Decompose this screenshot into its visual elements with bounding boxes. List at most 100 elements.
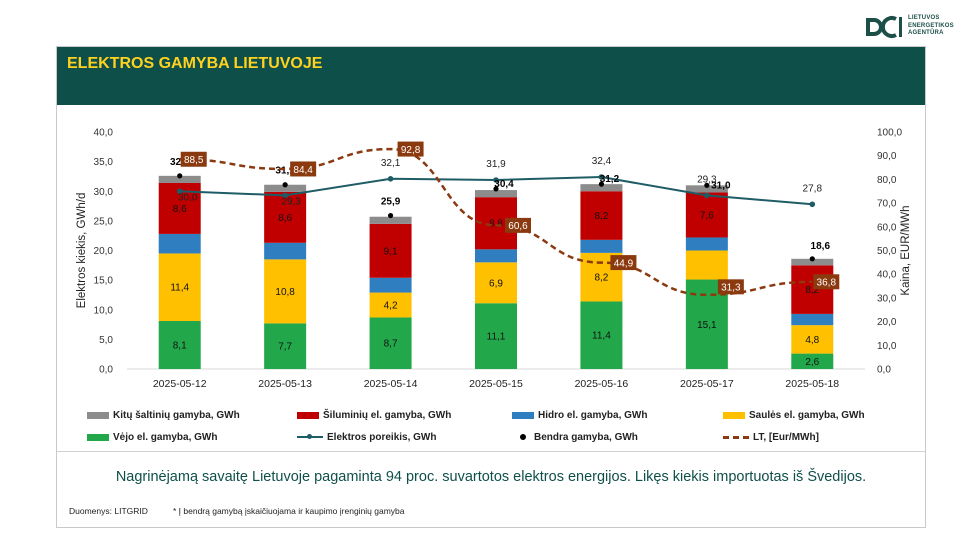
demand-point [809, 201, 816, 208]
y2-tick-label: 60,0 [877, 222, 897, 233]
bar-segment-1 [158, 321, 201, 369]
legend-price: LT, [Eur/MWh] [723, 431, 819, 445]
page-title: ELEKTROS GAMYBA LIETUVOJE [67, 55, 323, 72]
legend-total-swatch [520, 434, 526, 441]
price-data-label: 44,9 [614, 258, 634, 269]
logo-line-2: ENERGETIKOS [908, 22, 954, 29]
bar-data-label: 4,8 [805, 335, 819, 346]
y-tick-label: 20,0 [94, 246, 114, 257]
bar-data-label: 8,2 [805, 285, 819, 296]
bar-segment-2 [369, 292, 412, 318]
bar-segment-1 [369, 317, 412, 369]
bar-segment-1 [580, 301, 623, 369]
x-tick-label: 2025-05-13 [258, 378, 312, 390]
bar-segment-5 [475, 190, 517, 198]
bar-data-label: 7,6 [700, 210, 714, 221]
section-divider [57, 451, 925, 452]
legend-demand-label: Elektros poreikis, GWh [327, 432, 437, 443]
bar-segment-2 [685, 250, 728, 280]
demand-data-label: 32,1 [381, 158, 401, 169]
y2-tick-label: 50,0 [877, 246, 897, 257]
demand-point [387, 176, 394, 182]
total-point [493, 186, 499, 192]
price-label-box [505, 217, 531, 233]
title-banner: ELEKTROS GAMYBA LIETUVOJE [57, 47, 925, 105]
price-data-label: 92,8 [401, 145, 421, 156]
total-point [809, 256, 815, 262]
y-tick-label: 15,0 [94, 276, 114, 287]
legend-wind-swatch [87, 433, 109, 441]
bar-segment-2 [475, 262, 517, 304]
legend-thermal: Šiluminių el. gamyba, GWh [297, 409, 451, 423]
bar-data-label: 2,6 [805, 357, 819, 368]
bar-segment-2 [791, 325, 834, 354]
legend-price-label: LT, [Eur/MWh] [753, 432, 819, 443]
chart-legend: Kitų šaltinių gamyba, GWh Šiluminių el. … [87, 409, 907, 449]
y2-tick-label: 100,0 [877, 128, 902, 139]
legend-solar-label: Saulės el. gamyba, GWh [749, 410, 865, 421]
legend-total-label: Bendra gamyba, GWh [534, 432, 638, 443]
legend-thermal-label: Šiluminių el. gamyba, GWh [323, 410, 452, 421]
total-point [598, 181, 605, 187]
y2-tick-label: 30,0 [877, 293, 897, 304]
demand-point [704, 192, 710, 199]
y2-tick-label: 70,0 [877, 199, 897, 210]
legend-hydro: Hidro el. gamyba, GWh [512, 409, 647, 423]
y2-tick-label: 10,0 [877, 341, 897, 352]
bar-segment-1 [264, 323, 307, 369]
y-tick-label: 25,0 [94, 216, 114, 227]
price-label-box [290, 161, 317, 177]
demand-point [598, 174, 605, 180]
bar-segment-5 [685, 185, 728, 193]
price-data-label: 88,5 [184, 155, 204, 166]
total-data-label: 30,4 [494, 179, 514, 190]
demand-point [176, 188, 183, 195]
legend-thermal-swatch [297, 411, 319, 419]
y-tick-label: 0,0 [99, 365, 113, 376]
total-data-label: 32,6 [170, 157, 190, 168]
y-tick-label: 30,0 [94, 187, 114, 198]
bar-data-label: 8,6 [278, 213, 292, 224]
x-tick-label: 2025-05-16 [575, 378, 629, 390]
bar-data-label: 8,7 [384, 339, 398, 350]
bar-data-label: 11,4 [170, 283, 189, 294]
bar-segment-5 [264, 184, 307, 192]
y2-tick-label: 40,0 [877, 270, 897, 281]
agency-logo-icon [866, 16, 902, 38]
bar-data-label: 15,1 [697, 320, 717, 331]
x-tick-label: 2025-05-15 [469, 378, 523, 390]
bar-data-label: 8,2 [594, 273, 608, 284]
demand-point [282, 192, 288, 199]
slide-frame: ELEKTROS GAMYBA LIETUVOJE 0,0 5,0 10,0 15,0… [56, 46, 926, 528]
y2-tick-label: 90,0 [877, 151, 897, 162]
generation-chart: 0,0 5,0 10,0 15,0 20,0 25,0 30,0 35,0 40,0 0,0 10,… [76, 128, 912, 391]
price-label-box [610, 255, 637, 271]
bar-segment-3 [580, 239, 623, 253]
bar-segment-5 [791, 258, 834, 266]
legend-hydro-swatch [512, 411, 534, 419]
x-tick-label: 2025-05-17 [680, 378, 734, 390]
bar-segment-5 [369, 216, 412, 224]
price-label-box [397, 141, 424, 157]
bar-segment-2 [158, 253, 201, 322]
price-label-box [717, 279, 744, 295]
bar-segment-4 [369, 223, 412, 278]
demand-data-label: 27,8 [803, 183, 823, 194]
demand-data-label: 29,3 [281, 196, 301, 207]
bar-segment-4 [580, 191, 623, 240]
legend-wind: Vėjo el. gamyba, GWh [87, 431, 217, 445]
legend-other-label: Kitų šaltinių gamyba, GWh [113, 410, 240, 421]
footnote: * Į bendrą gamybą įskaičiuojama ir kaupi… [173, 506, 405, 516]
bar-segment-1 [475, 303, 517, 369]
bar-data-label: 6,9 [489, 278, 503, 289]
bar-segment-3 [791, 313, 834, 326]
bar-segment-3 [264, 242, 307, 260]
summary-note: Nagrinėjamą savaitę Lietuvoje pagaminta … [115, 469, 867, 485]
legend-hydro-label: Hidro el. gamyba, GWh [538, 410, 648, 421]
bar-segment-4 [685, 192, 728, 238]
y2-axis-title: Kaina, EUR/MWh [900, 205, 912, 295]
demand-data-label: 30,0 [178, 192, 198, 203]
total-data-label: 25,9 [381, 197, 401, 208]
agency-logo: LIETUVOS ENERGETIKOS AGENTŪRA [862, 14, 958, 40]
legend-other: Kitų šaltinių gamyba, GWh [87, 409, 240, 423]
